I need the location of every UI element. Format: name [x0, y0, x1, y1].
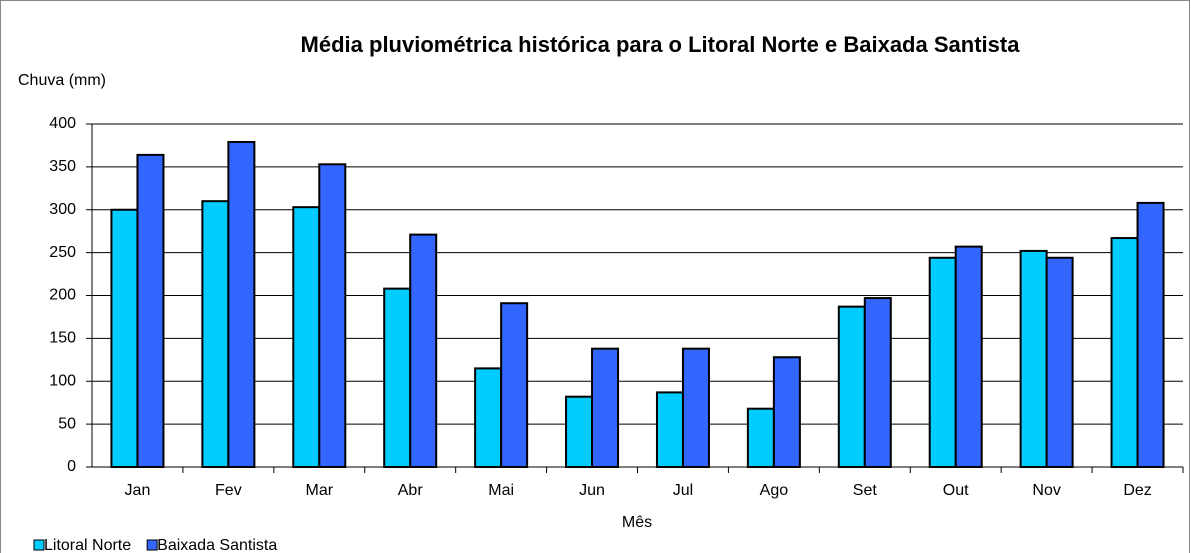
x-tick-label: Fev [215, 482, 242, 499]
y-tick-label: 0 [67, 458, 76, 475]
bar [136, 153, 165, 468]
x-tick-label: Set [853, 482, 878, 499]
y-tick-label: 100 [49, 372, 76, 389]
y-tick-label: 400 [49, 115, 76, 132]
x-tick-label: Mar [306, 482, 334, 499]
bar [1019, 249, 1048, 468]
x-axis-label: Mês [622, 514, 652, 531]
chart-title: Média pluviométrica histórica para o Lit… [301, 32, 1021, 57]
bar [1136, 201, 1165, 468]
x-tick-label: Jul [673, 482, 693, 499]
y-tick-label: 200 [49, 287, 76, 304]
bar [863, 297, 892, 469]
bar [1110, 237, 1139, 468]
x-tick-label: Ago [760, 482, 789, 499]
bar [928, 256, 957, 468]
bar [110, 208, 139, 468]
y-tick-label: 300 [49, 201, 76, 218]
bar [565, 395, 594, 468]
x-tick-label: Mai [488, 482, 514, 499]
bar [655, 391, 684, 468]
bar [837, 305, 866, 468]
bar [201, 200, 230, 469]
bar [500, 302, 529, 468]
legend-swatch [33, 539, 45, 551]
x-tick-label: Dez [1123, 482, 1151, 499]
bar [474, 367, 503, 469]
bar [227, 141, 256, 468]
bar [1045, 256, 1074, 468]
bar [681, 347, 710, 469]
x-tick-label: Jan [125, 482, 151, 499]
x-tick-label: Out [943, 482, 969, 499]
bar [954, 245, 983, 468]
bar [591, 347, 620, 469]
bar [746, 407, 775, 469]
x-tick-label: Jun [579, 482, 605, 499]
y-tick-label: 150 [49, 330, 76, 347]
legend-swatch [146, 539, 158, 551]
x-tick-label: Nov [1032, 482, 1060, 499]
bar [409, 233, 438, 468]
y-tick-label: 250 [49, 244, 76, 261]
legend-label: Baixada Santista [157, 537, 277, 553]
bar [318, 163, 347, 469]
y-tick-label: 350 [49, 158, 76, 175]
bar [383, 287, 412, 469]
bar [292, 206, 321, 469]
legend-label: Litoral Norte [44, 537, 131, 553]
x-tick-label: Abr [398, 482, 424, 499]
bar [772, 356, 801, 468]
y-axis-label: Chuva (mm) [18, 72, 106, 89]
y-tick-label: 50 [58, 415, 76, 432]
